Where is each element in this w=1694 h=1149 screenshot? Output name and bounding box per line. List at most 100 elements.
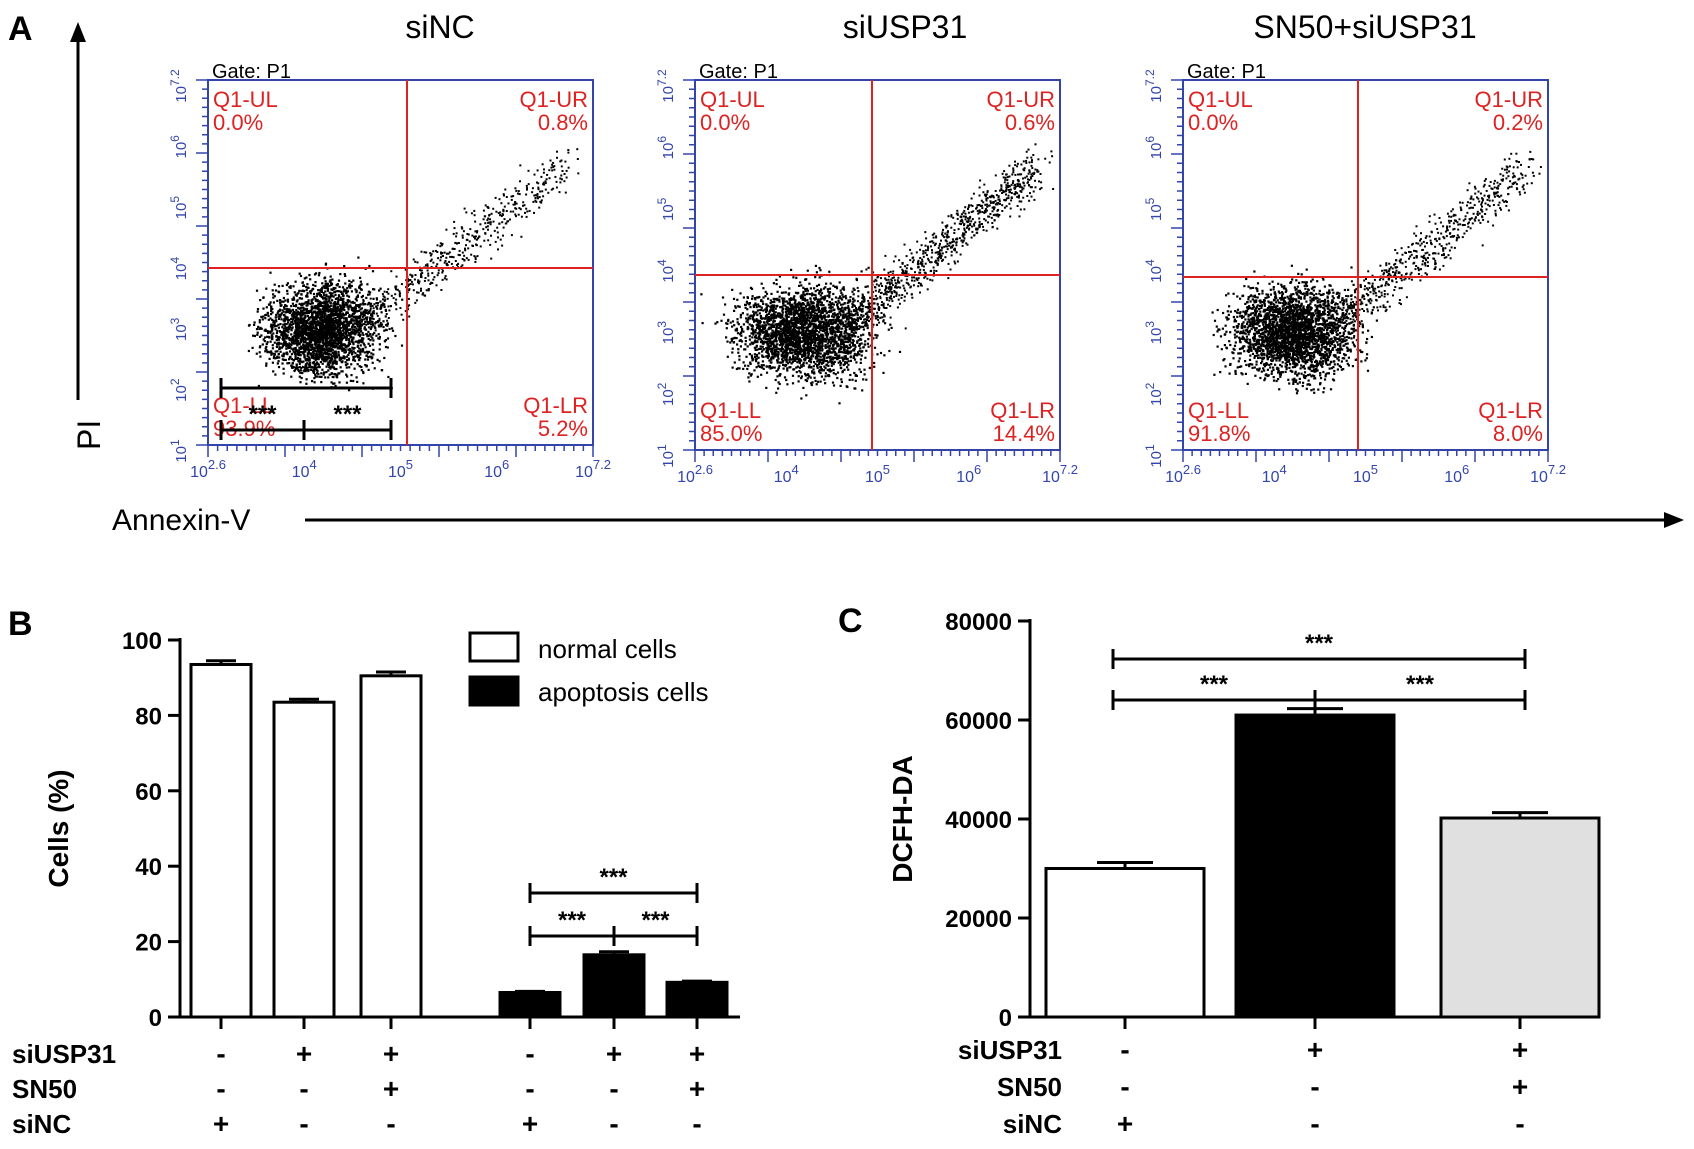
cell-dot — [790, 297, 793, 300]
cell-dot — [358, 317, 361, 320]
cell-dot — [299, 347, 302, 350]
cell-dot — [327, 376, 330, 379]
cell-dot — [325, 359, 328, 362]
cell-dot — [368, 344, 372, 347]
cell-dot — [576, 148, 579, 151]
cell-dot — [332, 341, 336, 344]
cell-dot — [430, 265, 433, 268]
cell-dot — [823, 352, 826, 355]
cell-dot — [303, 302, 306, 305]
cell-dot — [328, 352, 331, 356]
cell-dot — [356, 380, 359, 383]
cell-dot — [367, 326, 370, 329]
cell-dot — [759, 341, 763, 344]
cell-dot — [764, 333, 767, 336]
cell-dot — [331, 357, 334, 360]
cell-dot — [303, 353, 306, 356]
cell-dot — [331, 318, 334, 321]
cell-dot — [832, 361, 835, 364]
cell-dot — [269, 317, 272, 320]
cell-dot — [305, 343, 308, 346]
cell-dot — [321, 282, 324, 285]
cell-dot — [387, 317, 390, 319]
cell-dot — [306, 315, 309, 318]
cell-dot — [748, 303, 751, 306]
cell-dot — [749, 374, 752, 377]
cell-dot — [874, 333, 877, 337]
cell-dot — [275, 335, 278, 338]
cell-dot — [301, 334, 305, 337]
cell-dot — [486, 205, 489, 208]
cell-dot — [282, 327, 285, 330]
cell-dot — [502, 234, 504, 237]
cell-dot — [307, 334, 310, 337]
cell-dot — [298, 272, 301, 275]
cell-dot — [758, 352, 761, 355]
cell-dot — [283, 330, 286, 333]
cell-dot — [725, 322, 728, 325]
cell-dot — [331, 313, 334, 316]
cell-dot — [314, 311, 317, 314]
cell-dot — [542, 181, 545, 184]
cell-dot — [348, 279, 351, 282]
cell-dot — [832, 303, 835, 306]
cell-dot — [779, 314, 782, 317]
cell-dot — [362, 312, 365, 315]
cell-dot — [317, 315, 320, 318]
cell-dot — [834, 330, 837, 333]
cell-dot — [304, 347, 307, 350]
cell-dot — [304, 368, 307, 371]
cell-dot — [833, 312, 836, 315]
cell-dot — [778, 275, 781, 278]
cell-dot — [324, 348, 327, 351]
cell-dot — [308, 274, 311, 277]
cell-dot — [306, 321, 309, 324]
cell-dot — [384, 345, 388, 349]
cell-dot — [315, 375, 319, 378]
cell-dot — [798, 366, 802, 369]
cell-dot — [324, 276, 327, 279]
cell-dot — [313, 369, 316, 372]
cell-dot — [342, 290, 345, 293]
cell-dot — [247, 349, 250, 353]
cell-dot — [540, 175, 543, 178]
cell-dot — [265, 342, 268, 345]
cell-dot — [316, 316, 319, 319]
cell-dot — [839, 343, 842, 346]
cell-dot — [464, 249, 467, 252]
cell-dot — [777, 352, 780, 355]
cell-dot — [348, 313, 351, 317]
cell-dot — [404, 268, 407, 271]
cell-dot — [284, 311, 288, 314]
cell-dot — [898, 350, 902, 353]
cell-dot — [369, 323, 372, 326]
cell-dot — [420, 289, 422, 292]
cell-dot — [478, 235, 481, 238]
cell-dot — [315, 352, 318, 355]
cell-dot — [278, 347, 281, 351]
cell-dot — [458, 249, 461, 252]
cell-dot — [266, 335, 269, 338]
cell-dot — [327, 313, 330, 316]
cell-dot — [430, 253, 433, 256]
cell-dot — [314, 281, 317, 284]
cell-dot — [398, 293, 401, 296]
cell-dot — [311, 329, 314, 332]
cell-dot — [331, 344, 334, 347]
cell-dot — [336, 297, 339, 300]
cell-dot — [328, 350, 331, 353]
cell-dot — [292, 322, 295, 325]
cell-dot — [815, 305, 819, 308]
cell-dot — [272, 323, 275, 327]
cell-dot — [493, 229, 496, 232]
cell-dot — [821, 311, 824, 314]
cell-dot — [522, 201, 525, 204]
cell-dot — [283, 323, 286, 326]
cell-dot — [314, 298, 317, 301]
cell-dot — [445, 278, 448, 281]
cell-dot — [736, 343, 739, 346]
cell-dot — [747, 364, 750, 367]
cell-dot — [383, 290, 386, 293]
cell-dot — [321, 337, 324, 340]
cell-dot — [352, 279, 355, 282]
